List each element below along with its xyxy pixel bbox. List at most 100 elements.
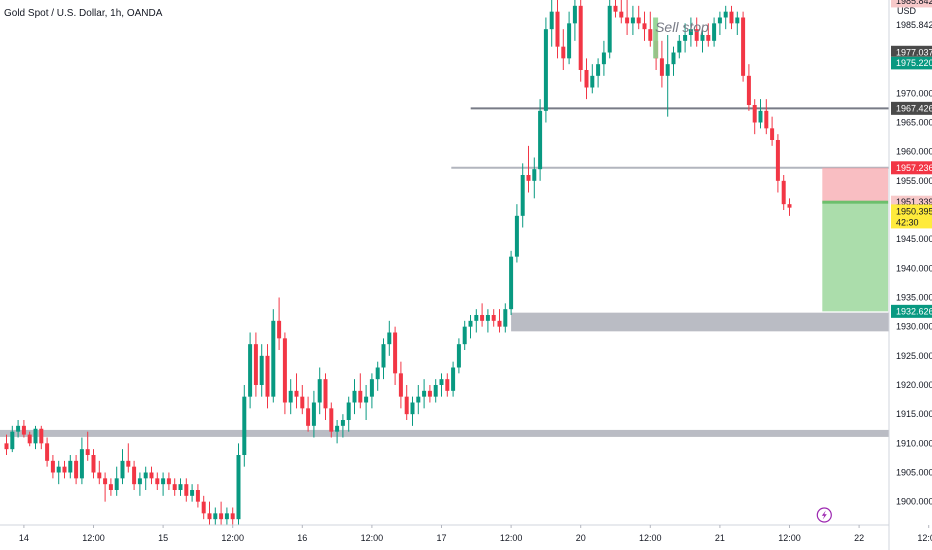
candle-body[interactable] bbox=[288, 390, 293, 403]
candle-body[interactable] bbox=[613, 5, 618, 12]
candle-body[interactable] bbox=[590, 75, 595, 88]
candle-body[interactable] bbox=[4, 443, 9, 450]
candle-body[interactable] bbox=[317, 379, 322, 403]
candle-body[interactable] bbox=[520, 175, 525, 216]
candle-body[interactable] bbox=[497, 320, 502, 327]
candle-body[interactable] bbox=[323, 379, 328, 409]
candle-body[interactable] bbox=[729, 11, 734, 24]
candle-body[interactable] bbox=[190, 490, 195, 496]
candle-body[interactable] bbox=[184, 484, 189, 496]
support-resistance-zone[interactable] bbox=[0, 429, 889, 437]
candle-body[interactable] bbox=[114, 478, 119, 490]
candle-body[interactable] bbox=[50, 460, 55, 473]
candle-body[interactable] bbox=[387, 332, 392, 345]
candle-body[interactable] bbox=[224, 513, 229, 520]
candle-body[interactable] bbox=[56, 466, 61, 473]
candle-body[interactable] bbox=[572, 5, 577, 24]
candle-body[interactable] bbox=[700, 35, 705, 41]
candle-body[interactable] bbox=[126, 460, 131, 467]
candle-body[interactable] bbox=[433, 385, 438, 397]
candle-body[interactable] bbox=[775, 140, 780, 181]
candle-body[interactable] bbox=[219, 513, 224, 520]
candle-body[interactable] bbox=[271, 320, 276, 397]
candle-body[interactable] bbox=[688, 29, 693, 35]
candle-body[interactable] bbox=[619, 11, 624, 18]
candle-body[interactable] bbox=[369, 379, 374, 397]
candle-body[interactable] bbox=[358, 390, 363, 403]
candle-body[interactable] bbox=[474, 315, 479, 321]
candle-body[interactable] bbox=[561, 46, 566, 59]
candle-body[interactable] bbox=[543, 29, 548, 111]
candle-body[interactable] bbox=[636, 17, 641, 24]
candle-body[interactable] bbox=[503, 309, 508, 327]
candle-body[interactable] bbox=[468, 320, 473, 327]
candle-body[interactable] bbox=[735, 17, 740, 24]
candle-body[interactable] bbox=[74, 460, 79, 479]
candle-body[interactable] bbox=[712, 23, 717, 41]
candle-body[interactable] bbox=[549, 11, 554, 30]
candle-body[interactable] bbox=[166, 478, 171, 485]
candle-body[interactable] bbox=[103, 478, 108, 485]
candle-body[interactable] bbox=[491, 315, 496, 321]
candle-body[interactable] bbox=[207, 513, 212, 520]
candle-body[interactable] bbox=[259, 355, 264, 385]
candle-body[interactable] bbox=[201, 501, 206, 514]
candle-body[interactable] bbox=[120, 460, 125, 479]
candle-body[interactable] bbox=[364, 396, 369, 403]
candle-body[interactable] bbox=[294, 390, 299, 397]
candle-body[interactable] bbox=[741, 17, 746, 76]
candle-body[interactable] bbox=[764, 110, 769, 129]
candle-body[interactable] bbox=[62, 466, 67, 473]
entry-line[interactable] bbox=[822, 200, 889, 204]
candle-body[interactable] bbox=[514, 215, 519, 257]
candle-body[interactable] bbox=[416, 396, 421, 403]
candle-body[interactable] bbox=[277, 320, 282, 339]
candle-body[interactable] bbox=[422, 390, 427, 397]
support-resistance-zone[interactable] bbox=[511, 312, 889, 332]
candle-body[interactable] bbox=[770, 128, 775, 140]
candle-body[interactable] bbox=[311, 402, 316, 426]
candle-body[interactable] bbox=[282, 338, 287, 403]
candle-body[interactable] bbox=[752, 105, 757, 123]
candle-body[interactable] bbox=[21, 425, 26, 435]
stop-loss-area[interactable] bbox=[822, 167, 889, 203]
candle-body[interactable] bbox=[149, 472, 154, 479]
candle-body[interactable] bbox=[758, 110, 763, 123]
candle-body[interactable] bbox=[596, 64, 601, 76]
candle-body[interactable] bbox=[79, 449, 84, 479]
candle-body[interactable] bbox=[648, 29, 653, 41]
candle-body[interactable] bbox=[456, 344, 461, 368]
candle-body[interactable] bbox=[781, 180, 786, 205]
candle-body[interactable] bbox=[253, 344, 258, 385]
candle-body[interactable] bbox=[578, 5, 583, 70]
candle-body[interactable] bbox=[137, 478, 142, 485]
candle-body[interactable] bbox=[462, 326, 467, 345]
candle-body[interactable] bbox=[10, 431, 15, 450]
candle-body[interactable] bbox=[375, 367, 380, 380]
candle-body[interactable] bbox=[584, 70, 589, 88]
candle-body[interactable] bbox=[335, 425, 340, 432]
candle-body[interactable] bbox=[659, 58, 664, 76]
candle-body[interactable] bbox=[404, 396, 409, 415]
candle-body[interactable] bbox=[439, 379, 444, 385]
candle-body[interactable] bbox=[108, 484, 113, 490]
candle-body[interactable] bbox=[33, 428, 38, 444]
candle-body[interactable] bbox=[509, 256, 514, 310]
candle-body[interactable] bbox=[381, 344, 386, 368]
candle-body[interactable] bbox=[642, 23, 647, 30]
candle-body[interactable] bbox=[16, 425, 21, 432]
candle-body[interactable] bbox=[172, 484, 177, 490]
candle-body[interactable] bbox=[427, 390, 432, 397]
candle-body[interactable] bbox=[346, 402, 351, 421]
candle-body[interactable] bbox=[329, 408, 334, 432]
candle-body[interactable] bbox=[300, 396, 305, 409]
candle-body[interactable] bbox=[340, 420, 345, 426]
candle-body[interactable] bbox=[393, 332, 398, 374]
candle-body[interactable] bbox=[230, 513, 235, 520]
candle-body[interactable] bbox=[671, 52, 676, 65]
annotation-text[interactable]: Sell stop bbox=[655, 19, 709, 35]
candle-body[interactable] bbox=[485, 315, 490, 321]
candle-body[interactable] bbox=[45, 443, 50, 461]
candle-body[interactable] bbox=[91, 455, 96, 473]
